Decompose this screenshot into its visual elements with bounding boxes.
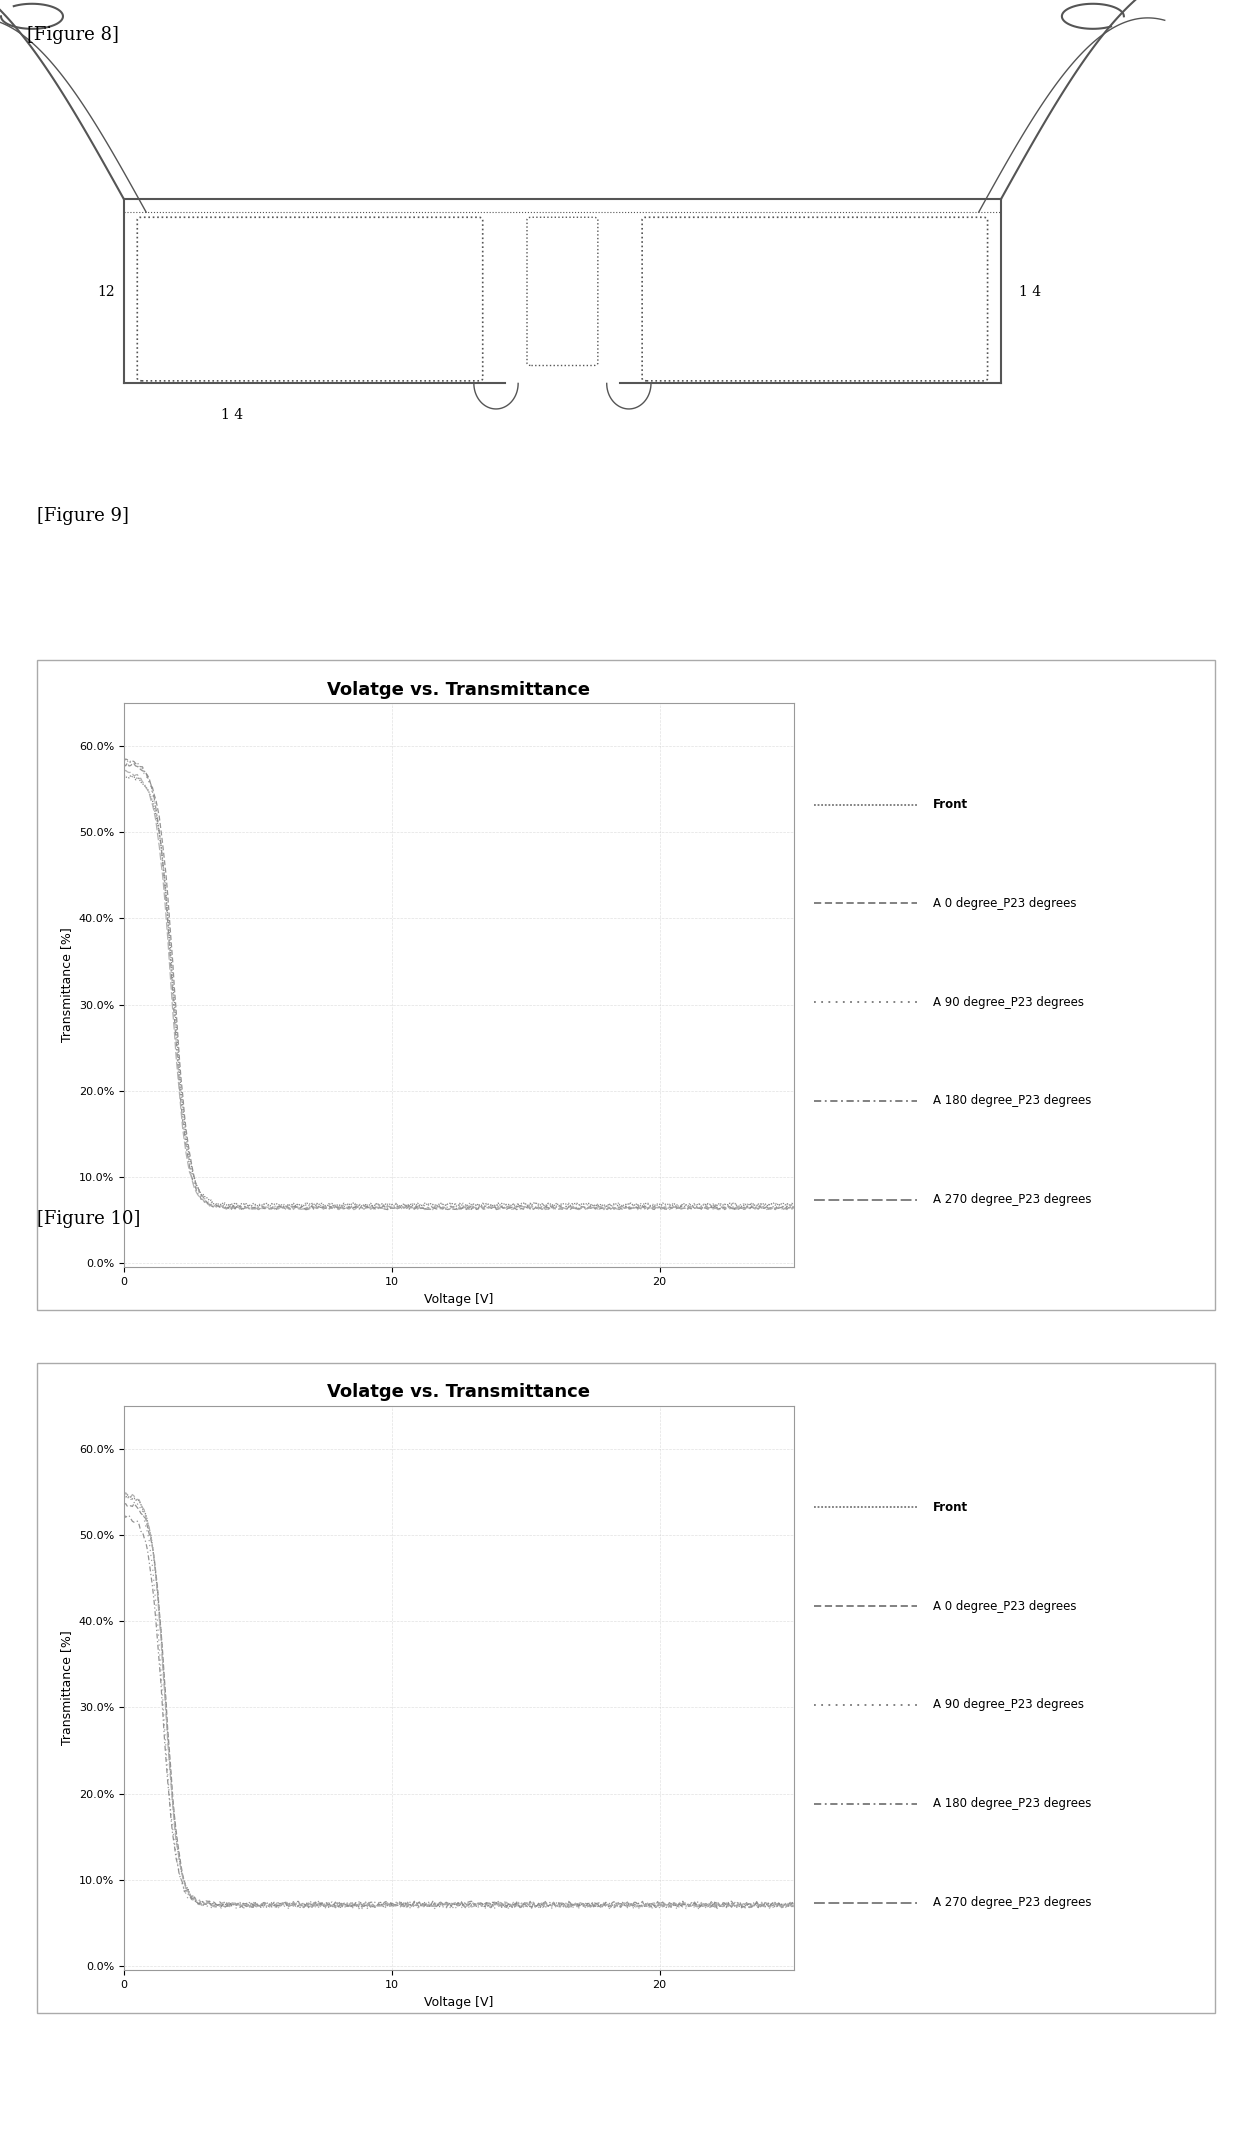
Text: Front: Front [932, 1502, 968, 1514]
Text: 1 4: 1 4 [1018, 285, 1040, 300]
Title: Volatge vs. Transmittance: Volatge vs. Transmittance [327, 682, 590, 699]
Text: 1 4: 1 4 [222, 409, 243, 422]
Text: A 270 degree_P23 degrees: A 270 degree_P23 degrees [932, 1896, 1091, 1908]
Text: A 270 degree_P23 degrees: A 270 degree_P23 degrees [932, 1193, 1091, 1206]
Text: A 180 degree_P23 degrees: A 180 degree_P23 degrees [932, 1798, 1091, 1810]
Text: [Figure 10]: [Figure 10] [37, 1210, 140, 1227]
Text: A 0 degree_P23 degrees: A 0 degree_P23 degrees [932, 1600, 1076, 1612]
Text: Front: Front [932, 799, 968, 812]
Text: A 90 degree_P23 degrees: A 90 degree_P23 degrees [932, 1698, 1084, 1713]
Text: A 0 degree_P23 degrees: A 0 degree_P23 degrees [932, 897, 1076, 910]
Y-axis label: Transmittance [%]: Transmittance [%] [61, 929, 73, 1042]
Text: A 180 degree_P23 degrees: A 180 degree_P23 degrees [932, 1095, 1091, 1108]
Y-axis label: Transmittance [%]: Transmittance [%] [61, 1632, 73, 1744]
X-axis label: Voltage [V]: Voltage [V] [424, 1293, 494, 1306]
Text: [Figure 8]: [Figure 8] [26, 26, 119, 43]
Title: Volatge vs. Transmittance: Volatge vs. Transmittance [327, 1384, 590, 1402]
Text: A 90 degree_P23 degrees: A 90 degree_P23 degrees [932, 995, 1084, 1010]
Text: 12: 12 [98, 285, 115, 300]
X-axis label: Voltage [V]: Voltage [V] [424, 1996, 494, 2009]
Text: [Figure 9]: [Figure 9] [37, 507, 129, 524]
